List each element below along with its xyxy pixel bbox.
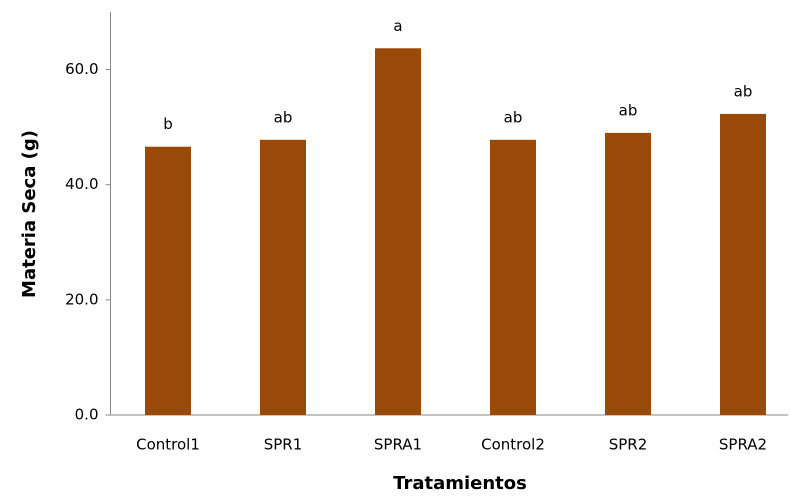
x-axis-title: Tratamientos [393,473,527,494]
y-tick-label: 60.0 [65,60,98,78]
x-tick-label: Control1 [136,436,200,454]
significance-label: ab [734,82,753,100]
significance-label: b [163,115,173,133]
bar [605,132,651,415]
significance-label: ab [504,108,523,126]
y-tick-label: 20.0 [65,290,98,308]
significance-label: ab [274,108,293,126]
x-tick-label: SPR1 [264,436,303,454]
bar [375,48,421,416]
significance-label: a [393,17,402,35]
bar [260,139,306,415]
x-tick-label: Control2 [481,436,545,454]
bar [490,139,536,415]
x-tick-label: SPRA1 [374,436,422,454]
x-tick-label: SPRA2 [719,436,767,454]
significance-label: ab [619,101,638,119]
bar [145,146,191,415]
y-tick-label: 0.0 [75,406,99,424]
y-axis-title: Materia Seca (g) [19,130,40,298]
bar [720,113,766,415]
y-tick-label: 40.0 [65,175,98,193]
x-tick-label: SPR2 [609,436,648,454]
